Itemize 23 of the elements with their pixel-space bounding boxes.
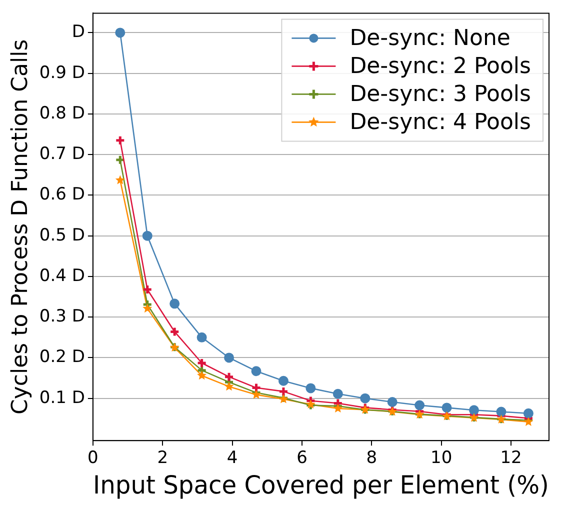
- y-tick-label: 0.3 D: [39, 306, 85, 327]
- y-tick-label: 0.2 D: [39, 347, 85, 368]
- y-tick-label: 0.9 D: [39, 62, 85, 83]
- legend-label: De-sync: 3 Pools: [350, 82, 532, 107]
- x-tick-label: 12: [500, 448, 522, 468]
- legend-label: De-sync: 4 Pools: [350, 110, 532, 135]
- y-tick-label: 0.4 D: [39, 266, 85, 286]
- y-tick-label: 0.7 D: [39, 144, 85, 164]
- x-axis-title: Input Space Covered per Element (%): [93, 470, 549, 500]
- x-tick-label: 8: [366, 448, 378, 468]
- x-tick-label: 2: [157, 448, 168, 468]
- x-tick-label: 6: [296, 448, 308, 468]
- legend-label: De-sync: None: [350, 26, 510, 51]
- y-tick-label: D: [72, 22, 85, 42]
- y-tick-label: 0.8 D: [39, 103, 85, 124]
- y-tick-label: 0.6 D: [39, 184, 85, 205]
- legend-label: De-sync: 2 Pools: [350, 54, 532, 79]
- x-tick-label: 10: [430, 448, 452, 468]
- y-axis-title: Cycles to Process D Function Calls: [8, 39, 33, 414]
- y-tick-label: 0.1 D: [39, 388, 85, 408]
- y-tick-label: 0.5 D: [39, 225, 85, 246]
- x-tick-label: 4: [226, 448, 238, 468]
- x-tick-label: 0: [88, 448, 98, 468]
